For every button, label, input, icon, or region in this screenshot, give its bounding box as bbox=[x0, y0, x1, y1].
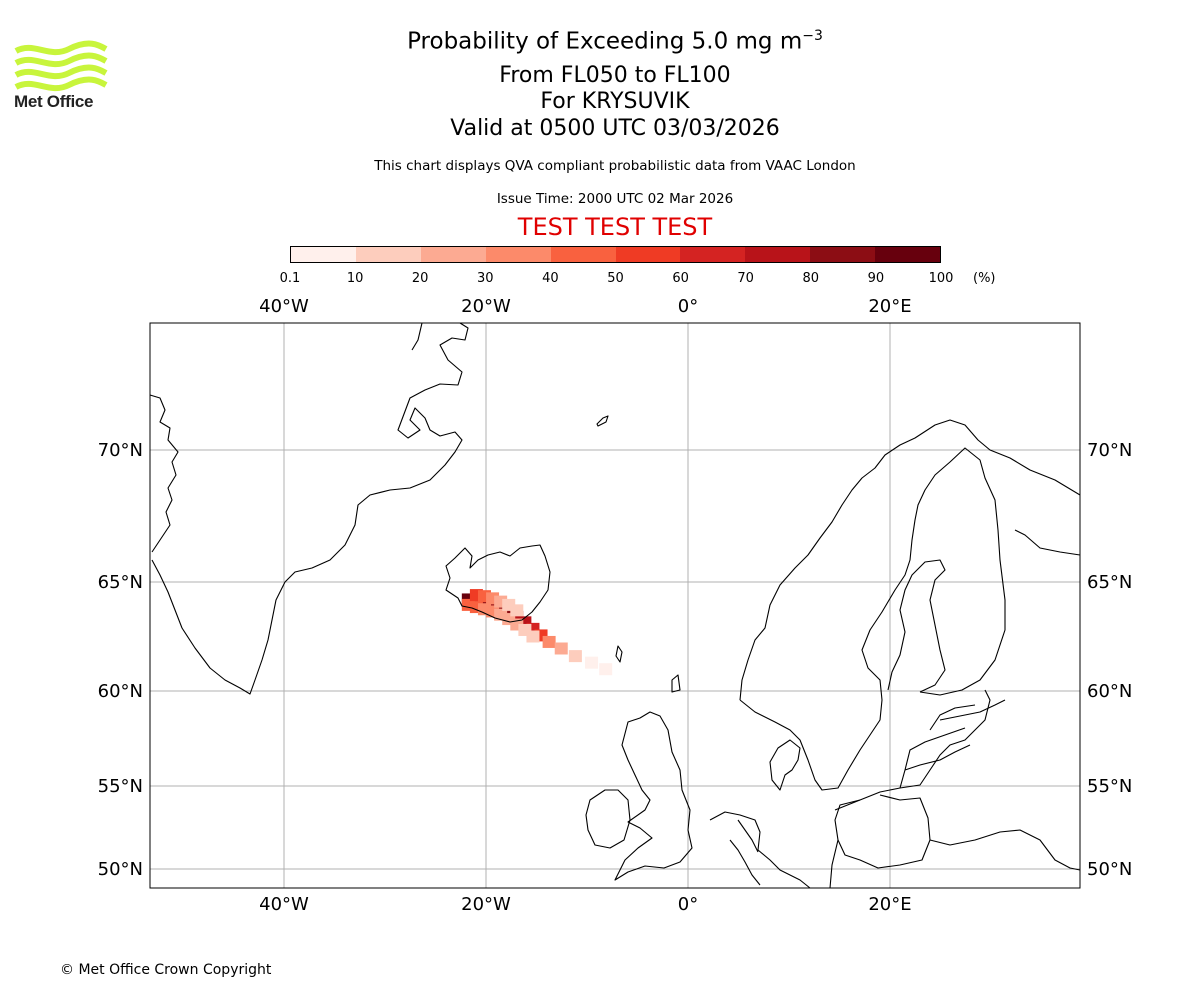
border-norway-sweden bbox=[739, 447, 1006, 791]
lon-label-top: 20°W bbox=[461, 296, 511, 317]
colorbar-segment bbox=[875, 247, 941, 262]
plume-cell bbox=[510, 604, 524, 617]
plume-cell bbox=[554, 642, 568, 655]
lat-label-right: 60°N bbox=[1087, 681, 1132, 702]
coast-faroe bbox=[615, 645, 623, 663]
colorbar-tick-label: 10 bbox=[346, 271, 364, 286]
border-baltics bbox=[899, 704, 976, 789]
lat-label-left: 50°N bbox=[98, 859, 143, 880]
plume-cell bbox=[526, 630, 540, 643]
border-poland bbox=[834, 794, 931, 869]
lat-label-left: 65°N bbox=[98, 572, 143, 593]
chart-title-valid: Valid at 0500 UTC 03/03/2026 bbox=[450, 116, 780, 141]
colorbar-segment bbox=[550, 247, 616, 262]
map-axes: 40°W 40°W 20°W 20°W 0° 0° 20°E 20°E 70°N 70°N 65°N… bbox=[98, 296, 1133, 915]
lat-label-right: 55°N bbox=[1087, 776, 1132, 797]
lon-label-top: 0° bbox=[678, 296, 698, 317]
chart-title-levels: From FL050 to FL100 bbox=[499, 63, 731, 88]
plume-cell bbox=[568, 650, 582, 663]
lat-label-left: 60°N bbox=[98, 681, 143, 702]
colorbar-tick-label: 20 bbox=[411, 271, 429, 286]
lon-label-bottom: 40°W bbox=[259, 894, 309, 915]
coast-gulf-finland bbox=[939, 699, 1006, 721]
colorbar-tick-label: 50 bbox=[607, 271, 624, 286]
colorbar-segment bbox=[745, 247, 811, 262]
map-frame bbox=[149, 322, 1081, 889]
lon-label-bottom: 0° bbox=[678, 894, 698, 915]
colorbar-tick-label: 60 bbox=[672, 271, 689, 286]
copyright: © Met Office Crown Copyright bbox=[60, 962, 272, 978]
colorbar-segment bbox=[615, 247, 681, 262]
lon-label-bottom: 20°W bbox=[461, 894, 511, 915]
chart-subtitle: This chart displays QVA compliant probab… bbox=[374, 158, 856, 174]
plume-cell bbox=[585, 656, 599, 669]
colorbar-tick-label: 40 bbox=[542, 271, 559, 286]
colorbar-segment bbox=[355, 247, 421, 262]
lat-label-right: 65°N bbox=[1087, 572, 1132, 593]
plume-cell bbox=[599, 663, 613, 676]
colorbar-tick-label: 0.1 bbox=[279, 271, 301, 286]
coast-iceland bbox=[445, 544, 551, 623]
coast-scandinavia bbox=[739, 419, 1081, 701]
lon-label-bottom: 20°E bbox=[868, 894, 911, 915]
lat-label-right: 50°N bbox=[1087, 859, 1132, 880]
coastlines bbox=[149, 322, 1081, 889]
lon-label-top: 40°W bbox=[259, 296, 309, 317]
coast-uk bbox=[614, 674, 693, 881]
met-office-logo bbox=[14, 40, 108, 92]
colorbar-tick-label: 90 bbox=[867, 271, 885, 286]
coast-greenland bbox=[149, 322, 469, 695]
colorbar-segment bbox=[810, 247, 876, 262]
coast-finland-gulf bbox=[887, 559, 946, 693]
colorbar-tick-label: 100 bbox=[928, 271, 954, 286]
lon-label-top: 20°E bbox=[868, 296, 911, 317]
coast-denmark bbox=[769, 739, 801, 791]
coast-europe bbox=[709, 689, 991, 889]
plume-cell bbox=[542, 635, 556, 648]
coast-svalbard-isle bbox=[596, 415, 609, 427]
chart-title: Probability of Exceeding 5.0 mg m−3 bbox=[407, 28, 823, 55]
logo-wordmark: Met Office bbox=[14, 92, 94, 111]
colorbar bbox=[290, 246, 941, 263]
colorbar-segment bbox=[485, 247, 551, 262]
lat-label-left: 55°N bbox=[98, 776, 143, 797]
lat-label-left: 70°N bbox=[98, 440, 143, 461]
colorbar-unit: (%) bbox=[973, 271, 996, 286]
chart-title-volcano: For KRYSUVIK bbox=[540, 89, 690, 114]
graticule bbox=[150, 323, 1080, 888]
colorbar-segment bbox=[680, 247, 746, 262]
colorbar-tick-label: 70 bbox=[737, 271, 754, 286]
colorbar-segment bbox=[291, 247, 356, 262]
lat-label-right: 70°N bbox=[1087, 440, 1132, 461]
colorbar-segment bbox=[420, 247, 486, 262]
coast-netherlands bbox=[729, 819, 761, 886]
colorbar-tick-label: 80 bbox=[802, 271, 820, 286]
colorbar-tick-label: 30 bbox=[477, 271, 494, 286]
issue-time: Issue Time: 2000 UTC 02 Mar 2026 bbox=[496, 191, 734, 207]
coast-ireland bbox=[585, 789, 631, 849]
test-banner: TEST TEST TEST bbox=[517, 213, 713, 241]
border-belarus bbox=[929, 829, 1081, 871]
